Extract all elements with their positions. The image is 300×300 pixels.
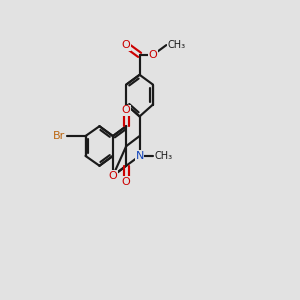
- Text: CH₃: CH₃: [168, 40, 186, 50]
- Text: Br: Br: [53, 131, 65, 141]
- Text: O: O: [122, 106, 130, 116]
- Text: N: N: [135, 151, 144, 161]
- Text: O: O: [109, 171, 117, 181]
- Text: O: O: [122, 40, 130, 50]
- Text: CH₃: CH₃: [154, 151, 172, 161]
- Text: O: O: [122, 177, 130, 187]
- Text: O: O: [148, 50, 157, 60]
